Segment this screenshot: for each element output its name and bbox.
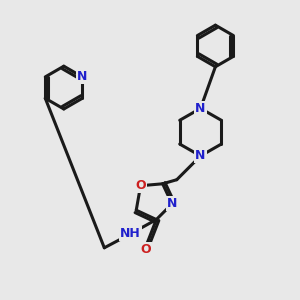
- Text: O: O: [141, 243, 151, 256]
- Text: O: O: [135, 179, 146, 192]
- Text: N: N: [167, 197, 177, 210]
- Text: NH: NH: [120, 227, 141, 240]
- Text: N: N: [77, 70, 88, 83]
- Text: N: N: [195, 102, 206, 115]
- Text: N: N: [195, 149, 206, 162]
